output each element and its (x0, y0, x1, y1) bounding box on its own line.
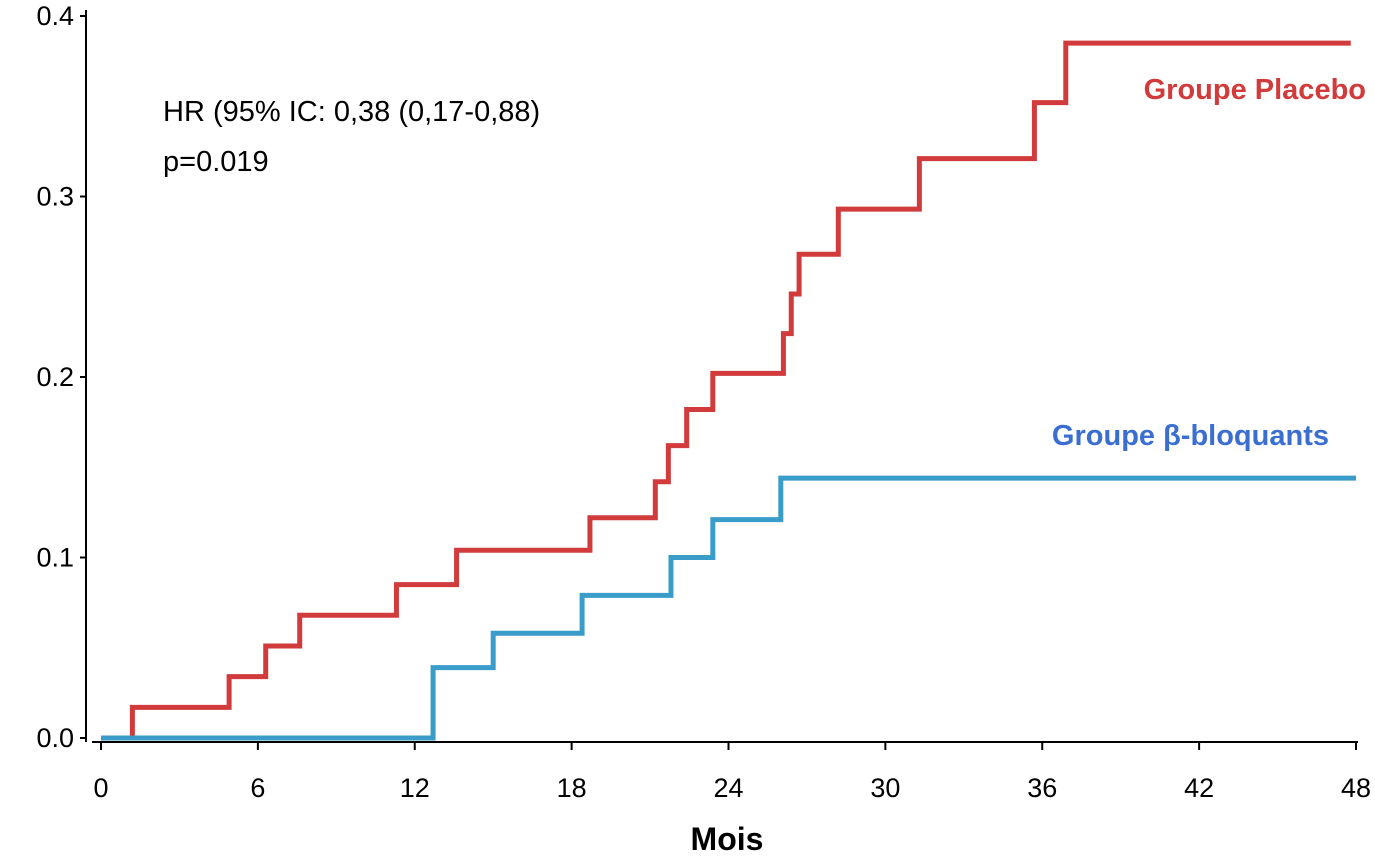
x-tick-label: 30 (870, 773, 900, 803)
y-tick-label: 0.4 (36, 1, 74, 31)
x-tick-label: 24 (713, 773, 743, 803)
x-tick-label: 48 (1341, 773, 1371, 803)
series-line-placebo (101, 40, 1351, 741)
p-value-annotation: p=0.019 (163, 146, 269, 178)
x-tick-label: 6 (250, 773, 265, 803)
y-tick-label: 0.1 (36, 543, 74, 573)
x-tick-label: 42 (1184, 773, 1214, 803)
x-tick-label: 0 (93, 773, 108, 803)
series-label-beta-bloquants: Groupe β-bloquants (1052, 420, 1329, 452)
series-line-beta-bloquants (101, 475, 1356, 741)
x-axis-ticks: 0 6 12 18 24 30 36 42 48 (93, 742, 1371, 803)
x-axis-title: Mois (691, 821, 764, 856)
series-lines (101, 40, 1356, 741)
y-axis-ticks: 0.0 0.1 0.2 0.3 0.4 (36, 1, 86, 753)
x-tick-label: 36 (1027, 773, 1057, 803)
x-tick-label: 12 (400, 773, 430, 803)
series-label-placebo: Groupe Placebo (1144, 74, 1366, 106)
y-tick-label: 0.2 (36, 362, 74, 392)
axes: 0.0 0.1 0.2 0.3 0.4 0 6 12 18 24 30 36 42 48 (36, 1, 1371, 803)
x-tick-label: 18 (557, 773, 587, 803)
y-tick-label: 0.3 (36, 182, 74, 212)
y-tick-label: 0.0 (36, 723, 74, 753)
hr-annotation: HR (95% IC: 0,38 (0,17-0,88) (163, 96, 540, 128)
